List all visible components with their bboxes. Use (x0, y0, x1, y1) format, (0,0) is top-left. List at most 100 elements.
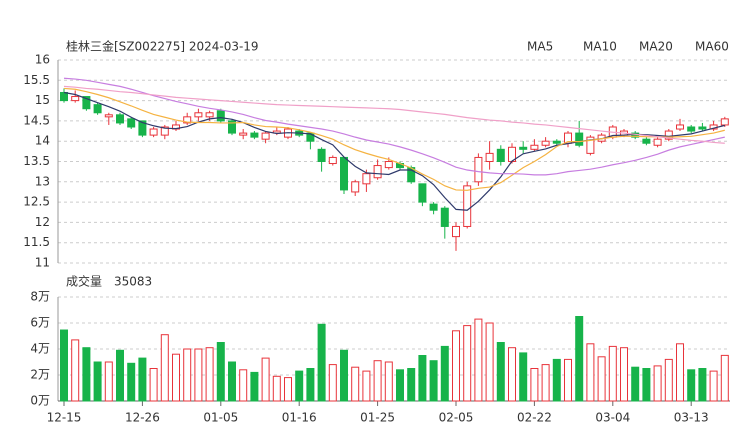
candle-body (71, 96, 80, 102)
volume-bar (127, 362, 136, 402)
volume-bar (575, 316, 584, 402)
candle-body (698, 126, 707, 130)
volume-tick-label: 2万 (30, 368, 50, 382)
candle-body (653, 138, 662, 146)
volume-bar (496, 342, 505, 402)
volume-bar (362, 370, 371, 402)
volume-bar (172, 353, 180, 402)
volume-bar (608, 345, 617, 402)
candle-body (463, 185, 472, 227)
volume-bar (407, 368, 416, 402)
volume-bar (440, 345, 449, 402)
volume-bar (709, 370, 718, 402)
ma-line (63, 91, 725, 211)
candle-body (642, 138, 651, 144)
volume-bar (351, 366, 360, 402)
volume-tick-label: 8万 (30, 290, 50, 304)
x-tick-label: 03-13 (674, 411, 709, 425)
volume-bar (93, 361, 102, 402)
candle-body (149, 128, 158, 136)
y-tick-label: 14 (35, 134, 50, 148)
candle-body (239, 132, 248, 136)
candle-body (664, 130, 673, 140)
legend-label: MA5 (527, 40, 553, 54)
volume-bar (250, 371, 259, 402)
volume-bar (373, 360, 382, 402)
candle-body (228, 120, 236, 134)
volume-bar (340, 349, 348, 402)
volume-bar (541, 364, 550, 402)
volume-bar (552, 358, 561, 402)
volume-title: 成交量 (66, 274, 102, 289)
candle-body (519, 146, 528, 150)
volume-bar (508, 347, 516, 402)
candle-body (362, 173, 371, 185)
ma-line (63, 87, 725, 191)
candle-body (530, 144, 539, 150)
x-tick-label: 02-22 (517, 411, 552, 425)
candle-body (250, 132, 259, 138)
x-tick-label: 01-16 (282, 411, 317, 425)
candle-body (93, 104, 102, 114)
candle-body (485, 152, 494, 163)
candle-body (541, 140, 550, 146)
volume-bar (384, 361, 393, 402)
volume-bar (620, 347, 628, 402)
chart-title: 桂林三金[SZ002275] 2024-03-19 (66, 39, 259, 54)
candle-body (340, 156, 348, 191)
volume-bar (205, 347, 214, 402)
candle-body (440, 207, 449, 227)
volume-bar (463, 325, 472, 402)
x-tick-label: 01-05 (203, 411, 238, 425)
volume-bar (160, 334, 169, 402)
x-tick-label: 02-05 (439, 411, 474, 425)
volume-bar (597, 356, 606, 402)
volume-bar (664, 358, 673, 402)
candle-body (429, 203, 438, 211)
y-tick-label: 12 (35, 215, 50, 229)
volume-bar (474, 318, 483, 402)
volume-bar (519, 352, 528, 402)
volume-tick-label: 6万 (30, 316, 50, 330)
y-tick-label: 11 (35, 256, 50, 270)
candle-body (328, 156, 337, 165)
x-tick-label: 03-04 (595, 411, 630, 425)
volume-bar (138, 357, 147, 402)
y-tick-label: 15 (35, 93, 50, 107)
volume-tick-label: 0万 (30, 394, 50, 408)
volume-bar (228, 361, 236, 402)
volume-bar (104, 361, 113, 402)
volume-bar (216, 342, 225, 402)
candle-body (474, 156, 483, 183)
x-tick-label: 01-25 (360, 411, 395, 425)
y-tick-label: 13 (35, 174, 50, 188)
candle-body (160, 126, 169, 136)
ma-line (63, 85, 725, 144)
candle-body (205, 112, 214, 118)
volume-bar (317, 323, 326, 402)
x-tick-label: 12-15 (47, 411, 82, 425)
volume-bar (429, 360, 438, 402)
candle-body (60, 91, 68, 102)
legend-label: MA20 (639, 40, 673, 54)
volume-bar (396, 369, 404, 402)
candle-body (687, 126, 696, 132)
candle-body (676, 124, 684, 130)
volume-bar (272, 375, 281, 402)
y-tick-label: 12.5 (23, 195, 50, 209)
volume-bar (586, 343, 595, 402)
candle-body (82, 96, 91, 110)
y-tick-label: 13.5 (23, 154, 50, 168)
volume-value: 35083 (114, 275, 152, 289)
candle-body (452, 225, 460, 238)
y-tick-label: 16 (35, 53, 50, 67)
candle-body (183, 116, 192, 124)
candle-body (194, 112, 203, 118)
volume-bar (642, 368, 651, 402)
volume-bar (82, 347, 91, 402)
candle-body (384, 161, 393, 169)
volume-bar (530, 368, 539, 402)
volume-bar (676, 343, 684, 402)
legend-label: MA60 (695, 40, 729, 54)
volume-bar (116, 349, 124, 402)
